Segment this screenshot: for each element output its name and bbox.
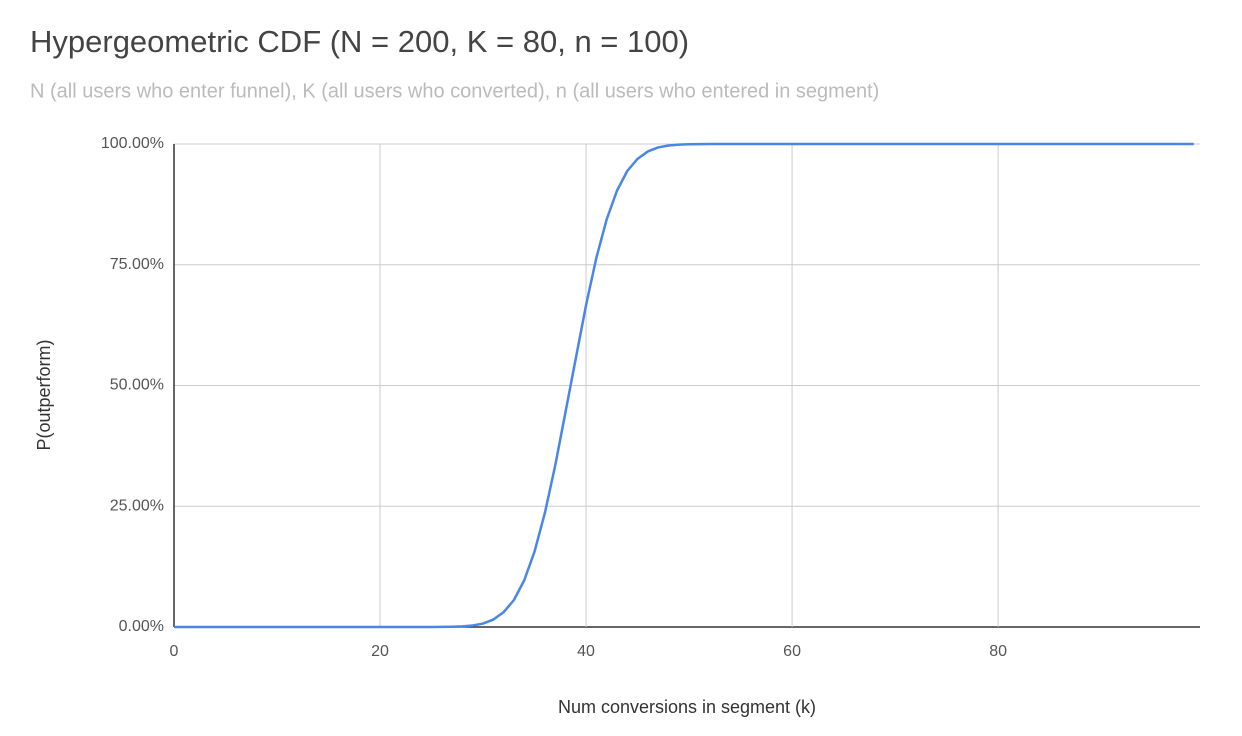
y-tick-label: 0.00% (119, 618, 164, 635)
y-tick-label: 50.00% (110, 377, 164, 394)
x-tick-label: 40 (577, 643, 595, 660)
y-tick-label: 25.00% (110, 497, 164, 514)
chart-title: Hypergeometric CDF (N = 200, K = 80, n =… (30, 24, 689, 59)
y-tick-label: 75.00% (110, 256, 164, 273)
x-tick-label: 80 (989, 643, 1007, 660)
x-tick-label: 0 (170, 643, 179, 660)
line-series (174, 142, 1194, 629)
x-tick-label: 20 (371, 643, 389, 660)
y-tick-label: 100.00% (101, 135, 164, 152)
x-tick-label: 60 (783, 643, 801, 660)
y-axis-label: P(outperform) (34, 339, 54, 450)
x-axis-label: Num conversions in segment (k) (558, 697, 816, 717)
chart-subtitle: N (all users who enter funnel), K (all u… (30, 80, 879, 102)
